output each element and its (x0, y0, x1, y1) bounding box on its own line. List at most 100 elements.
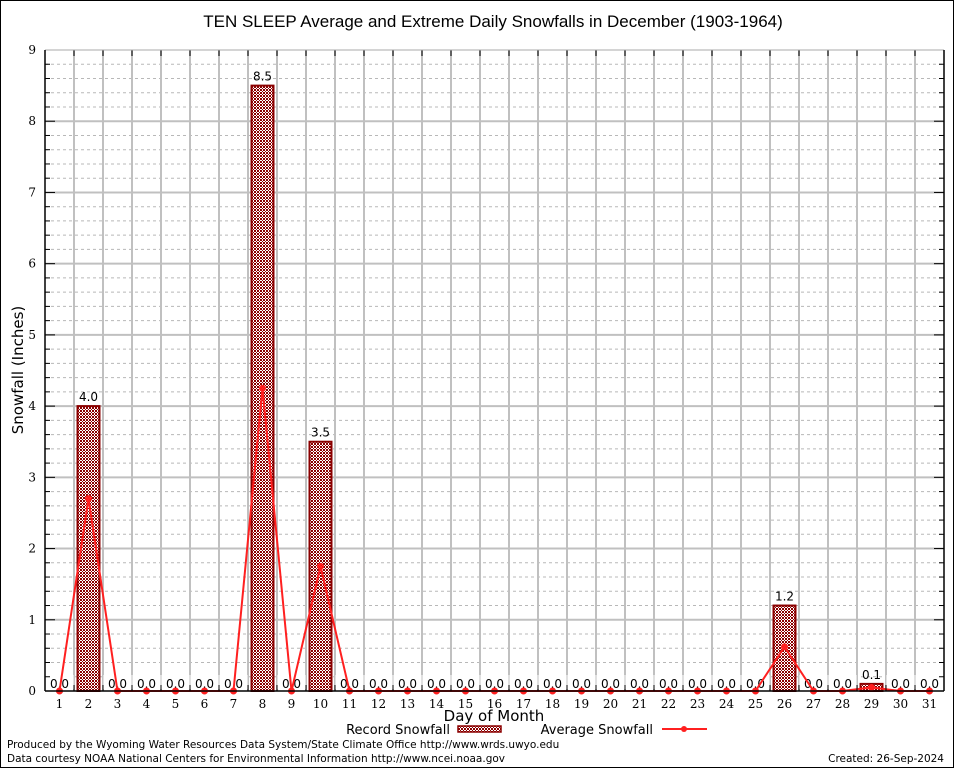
bar-label-bg (538, 675, 567, 689)
bar-label-bg (480, 675, 509, 689)
bar-label-bg (828, 675, 857, 689)
bar-label-bg (741, 675, 770, 689)
bar-value-label: 0.0 (804, 677, 823, 691)
x-tick-label: 30 (893, 697, 908, 711)
bar-value-label: 0.0 (456, 677, 475, 691)
x-tick-label: 29 (864, 697, 879, 711)
x-tick-label: 8 (259, 697, 267, 711)
bar-label-bg (393, 675, 422, 689)
bar-label-bg (335, 675, 364, 689)
x-tick-label: 21 (632, 697, 647, 711)
average-point (868, 683, 875, 691)
legend-swatch-record (457, 725, 502, 733)
x-tick-label: 5 (172, 697, 180, 711)
bar-label-bg (190, 675, 219, 689)
bar-label-bg (886, 675, 915, 689)
bar-value-label: 0.0 (195, 677, 214, 691)
average-point (317, 562, 324, 570)
bar-value-label: 8.5 (253, 70, 272, 84)
bar-label-bg (132, 675, 161, 689)
bar-value-label: 0.0 (833, 677, 852, 691)
x-tick-label: 25 (748, 697, 763, 711)
x-tick-label: 31 (922, 697, 937, 711)
bar-label-bg (625, 675, 654, 689)
bar-value-label: 0.0 (572, 677, 591, 691)
bar-value-label: 0.0 (166, 677, 185, 691)
bar-value-label: 0.0 (920, 677, 939, 691)
legend-label-record: Record Snowfall (346, 723, 450, 738)
bar-label-bg (683, 675, 712, 689)
x-tick-label: 17 (516, 697, 531, 711)
x-tick-label: 2 (85, 697, 93, 711)
x-tick-labels: 1 2 3 4 5 6 7 8 9 10 11 12 13 14 15 16 17 18 19 20 21 22 23 24 2… (56, 697, 937, 711)
x-tick-label: 14 (429, 697, 445, 711)
x-tick-label: 15 (458, 697, 473, 711)
x-tick-label: 20 (603, 697, 618, 711)
bar-label-bg (712, 675, 741, 689)
y-tick-label: 1 (28, 613, 36, 627)
y-tick-label: 4 (28, 399, 36, 413)
bar-value-label: 0.1 (862, 668, 881, 682)
y-tick-label: 9 (28, 43, 36, 57)
y-tick-label: 5 (28, 328, 36, 342)
bar-value-label: 0.0 (746, 677, 765, 691)
bar-value-label: 0.0 (891, 677, 910, 691)
legend-marker-average (681, 726, 687, 732)
bar-value-labels: 0.0 4.0 0.0 0.0 0.0 0.0 0.0 8.5 0.0 3.5 0.0 0.0 0.0 0… (45, 70, 944, 691)
y-tick-label: 6 (28, 257, 36, 271)
x-tick-label: 11 (342, 697, 357, 711)
x-tick-label: 28 (835, 697, 850, 711)
bar-value-label: 0.0 (398, 677, 417, 691)
bar-label-bg (799, 675, 828, 689)
bar-label-bg (45, 675, 74, 689)
bar-value-label: 4.0 (79, 390, 98, 404)
x-tick-label: 7 (230, 697, 238, 711)
bar-label-bg (422, 675, 451, 689)
x-tick-label: 19 (574, 697, 589, 711)
bar-value-label: 1.2 (775, 590, 794, 604)
footer-produced-by: Produced by the Wyoming Water Resources … (7, 739, 559, 751)
x-tick-label: 27 (806, 697, 821, 711)
bar-value-label: 0.0 (601, 677, 620, 691)
x-tick-label: 10 (313, 697, 328, 711)
bar-value-label: 0.0 (427, 677, 446, 691)
y-tick-label: 8 (28, 114, 36, 128)
average-point (781, 643, 788, 651)
bar-value-label: 0.0 (543, 677, 562, 691)
x-tick-label: 13 (400, 697, 415, 711)
bar-value-label: 0.0 (717, 677, 736, 691)
major-gridlines (45, 50, 944, 691)
bar-label-bg (915, 675, 944, 689)
bar-value-label: 3.5 (311, 426, 330, 440)
bar-value-label: 0.0 (659, 677, 678, 691)
axes (44, 49, 945, 692)
y-axis-label: Snowfall (Inches) (9, 306, 27, 434)
bar-value-label: 0.0 (340, 677, 359, 691)
bar-value-label: 0.0 (485, 677, 504, 691)
chart-title: TEN SLEEP Average and Extreme Daily Snow… (203, 12, 783, 31)
average-point (85, 495, 92, 503)
x-tick-label: 4 (143, 697, 151, 711)
x-tick-label: 23 (690, 697, 705, 711)
bar-value-label: 0.0 (108, 677, 127, 691)
average-point (259, 384, 266, 392)
x-tick-label: 18 (545, 697, 560, 711)
bar-label-bg (103, 675, 132, 689)
x-tick-label: 22 (661, 697, 676, 711)
bar-value-label: 0.0 (630, 677, 649, 691)
bar-value-label: 0.0 (369, 677, 388, 691)
x-tick-label: 16 (487, 697, 502, 711)
bar-label-bg (654, 675, 683, 689)
x-tick-label: 12 (371, 697, 386, 711)
bar-label-bg (567, 675, 596, 689)
x-tick-label: 1 (56, 697, 64, 711)
bar-label-bg (161, 675, 190, 689)
y-tick-label: 0 (28, 684, 36, 698)
legend: Record Snowfall Average Snowfall (346, 723, 707, 738)
y-tick-labels: 0 1 2 3 4 5 6 7 8 9 (28, 43, 36, 698)
x-tick-label: 24 (719, 697, 735, 711)
footer-data-courtesy: Data courtesy NOAA National Centers for … (7, 753, 505, 765)
bar-value-label: 0.0 (514, 677, 533, 691)
y-tick-label: 7 (28, 185, 36, 199)
